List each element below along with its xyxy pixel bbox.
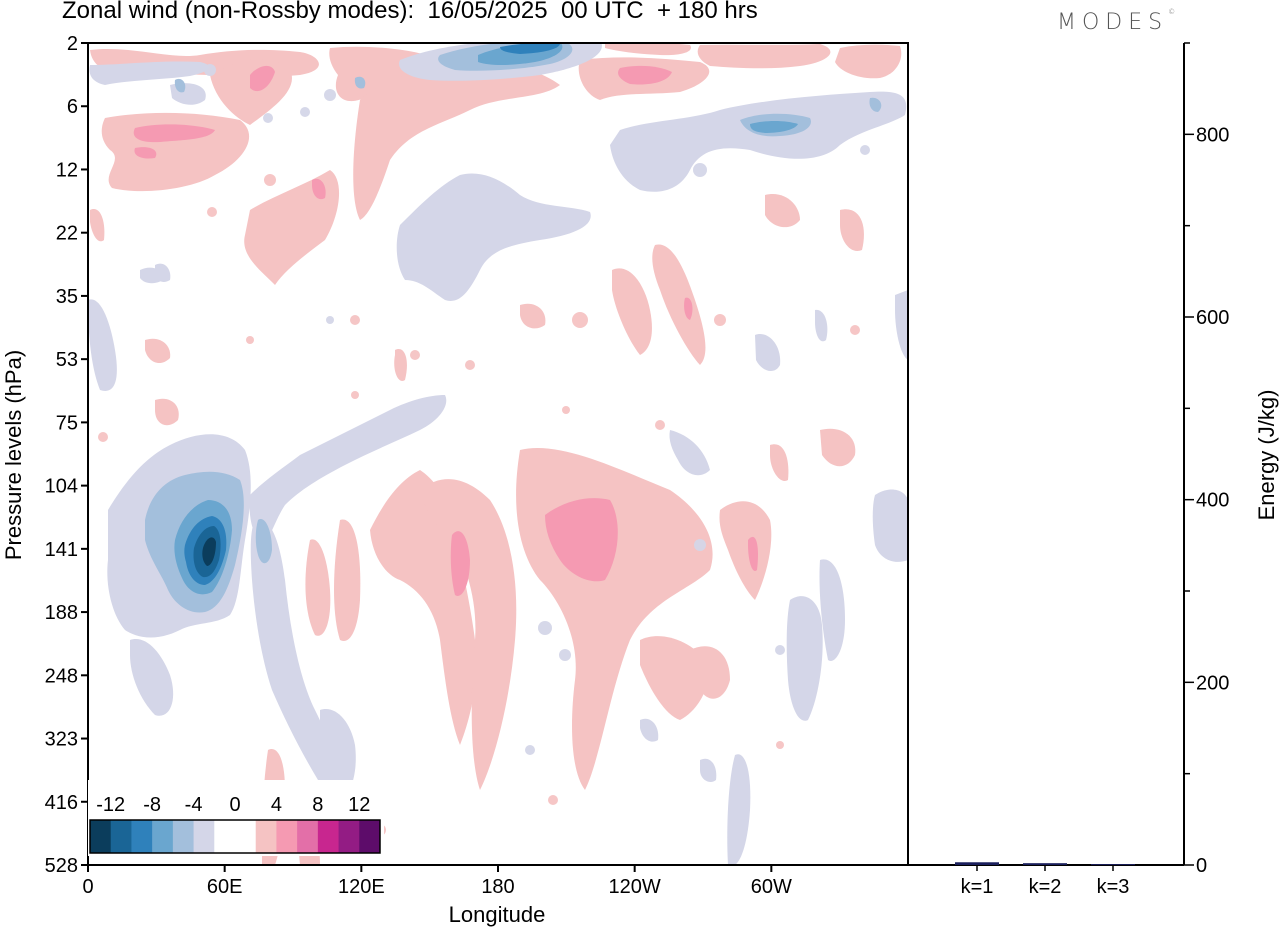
colorbar-swatch: [317, 820, 340, 853]
colorbar-label: 8: [312, 794, 323, 816]
colorbar-swatch: [235, 820, 257, 853]
energy-tick-label: 800: [1196, 124, 1229, 146]
y-tick-label: 53: [56, 349, 78, 371]
colorbar-swatch: [338, 820, 360, 853]
x-tick-label: 120E: [338, 876, 385, 898]
x-axis-ticks: 0 60E 120E 180 120W 60W: [82, 865, 792, 898]
y-axis-title: Pressure levels (hPa): [1, 350, 26, 560]
colorbar-swatch: [359, 820, 381, 853]
y-tick-label: 323: [45, 729, 78, 751]
colorbar-label: 0: [229, 794, 240, 816]
energy-tick-label: 400: [1196, 490, 1229, 512]
colorbar-label: -4: [185, 794, 203, 816]
y-tick-label: 22: [56, 223, 78, 245]
x-tick-label: 180: [481, 876, 514, 898]
energy-axis-title: Energy (J/kg): [1254, 390, 1279, 521]
energy-bars: [955, 862, 1135, 866]
colorbar-label: 4: [271, 794, 282, 816]
positive-anomaly-strong: [133, 65, 758, 596]
x-axis-title: Longitude: [449, 902, 546, 927]
energy-tick-label: 600: [1196, 307, 1229, 329]
colorbar-swatch: [214, 820, 236, 853]
colorbar-swatch: [90, 820, 112, 853]
y-tick-label: 104: [45, 476, 78, 498]
y-tick-label: 75: [56, 412, 78, 434]
colorbar-swatch: [172, 820, 195, 853]
x-tick-label: 60W: [751, 876, 792, 898]
y-tick-label: 35: [56, 286, 78, 308]
energy-bar: [1023, 863, 1067, 865]
y-tick-label: 2: [67, 33, 78, 55]
x-tick-label: 120W: [609, 876, 661, 898]
colorbar-label: -8: [143, 794, 161, 816]
registered-mark: ©: [1168, 8, 1176, 16]
x-tick-label: 60E: [207, 876, 243, 898]
colorbar-swatch: [152, 820, 174, 853]
colorbar-swatch: [110, 820, 132, 853]
energy-axis-ticks: 0 200 400 600 800: [1184, 42, 1229, 877]
colorbar-swatch: [131, 820, 153, 853]
colorbar-swatch: [255, 820, 277, 853]
chart-title: Zonal wind (non-Rossby modes): 16/05/202…: [62, 0, 758, 24]
y-tick-label: 6: [67, 96, 78, 118]
jet-minimum-core: [202, 537, 216, 566]
energy-bar: [1091, 864, 1135, 866]
y-tick-label: 528: [45, 855, 78, 877]
bar-category-label: k=3: [1097, 876, 1130, 898]
colorbar-swatch: [297, 820, 319, 853]
energy-tick-label: 0: [1196, 855, 1207, 877]
colorbar-label: -12: [96, 794, 125, 816]
y-tick-label: 248: [45, 665, 78, 687]
bar-category-labels: k=1 k=2 k=3: [961, 865, 1130, 898]
energy-bar: [955, 862, 999, 865]
x-tick-label: 0: [82, 876, 93, 898]
logo-text: MODES: [1057, 10, 1169, 35]
modes-logo: MODES©: [1057, 8, 1176, 35]
y-tick-label: 12: [56, 159, 78, 181]
colorbar: -12 -8 -4 0 4 8 12: [88, 780, 384, 856]
energy-tick-label: 200: [1196, 672, 1229, 694]
colorbar-swatch: [193, 820, 215, 853]
y-tick-label: 188: [45, 602, 78, 624]
y-axis-ticks: 2 6 12 22 35 53 75 104 141 188 248 323 416 528: [45, 33, 88, 877]
colorbar-swatch: [276, 820, 298, 853]
colorbar-label: 12: [348, 794, 370, 816]
heatmap-field: [88, 43, 908, 865]
bar-category-label: k=2: [1029, 876, 1062, 898]
colorbar-frame: [89, 819, 381, 854]
bar-category-label: k=1: [961, 876, 994, 898]
scattered-negative-patches: [204, 64, 870, 755]
y-tick-label: 141: [45, 539, 78, 561]
y-tick-label: 416: [45, 792, 78, 814]
